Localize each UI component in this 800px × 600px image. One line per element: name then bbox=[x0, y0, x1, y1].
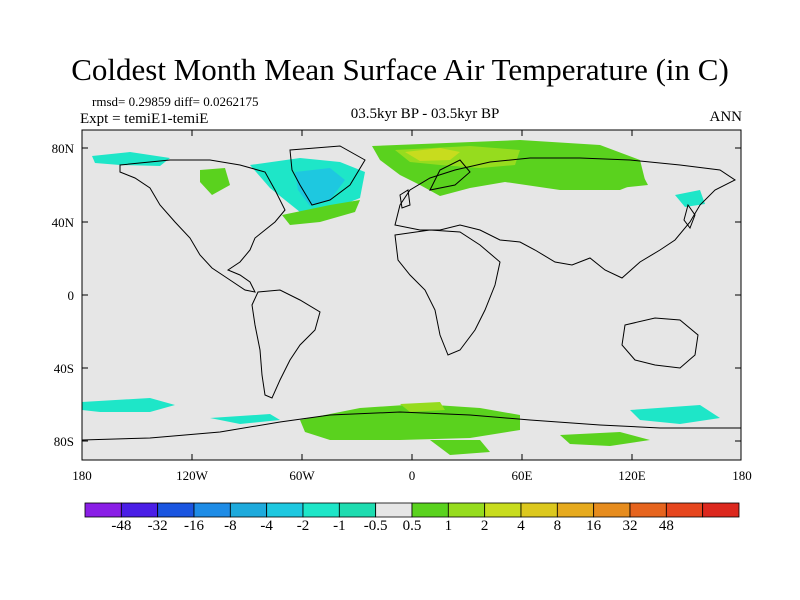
colorbar bbox=[84, 502, 740, 518]
colorbar-swatch bbox=[665, 502, 704, 518]
colorbar-swatch bbox=[120, 502, 159, 518]
experiment-label: Expt = temiE1-temiE bbox=[80, 111, 209, 127]
colorbar-swatch bbox=[84, 502, 122, 518]
lon-tick-120w: 120W bbox=[176, 468, 208, 483]
colorbar-swatch bbox=[302, 502, 340, 518]
anomaly-southern-atlantic bbox=[210, 414, 280, 424]
stats-label: rmsd= 0.29859 diff= 0.0262175 bbox=[92, 94, 259, 109]
coast-scandinavia bbox=[429, 159, 471, 191]
anomaly-weddell bbox=[430, 440, 490, 455]
anomaly-siberia-east bbox=[560, 168, 648, 190]
colorbar-label: -1 bbox=[333, 518, 346, 534]
lon-tick-0: 0 bbox=[408, 468, 416, 483]
anomaly-ross-sea bbox=[630, 405, 720, 424]
lat-tick-40s: 40S bbox=[53, 361, 74, 376]
colorbar-label: -0.5 bbox=[363, 518, 388, 534]
lon-tick-60e: 60E bbox=[511, 468, 533, 483]
colorbar-swatch bbox=[193, 502, 231, 518]
colorbar-label: 48 bbox=[658, 518, 674, 534]
anomaly-antarctica-east bbox=[560, 432, 650, 446]
colorbar-label: 1 bbox=[444, 518, 453, 534]
colorbar-label: 4 bbox=[517, 518, 525, 534]
colorbar-swatch bbox=[593, 502, 631, 518]
map-title: Coldest Month Mean Surface Air Temperatu… bbox=[71, 52, 729, 87]
coast-south-america bbox=[251, 289, 321, 399]
colorbar-swatch bbox=[157, 502, 195, 518]
colorbar-label: -2 bbox=[296, 518, 310, 534]
coast-uk bbox=[399, 189, 411, 209]
lat-tick-40n: 40N bbox=[51, 215, 74, 230]
coast-australia bbox=[621, 317, 699, 369]
lat-tick-80s: 80S bbox=[53, 434, 74, 449]
anomaly-japan bbox=[675, 190, 705, 207]
colorbar-swatch bbox=[229, 502, 268, 518]
coast-eurasia bbox=[394, 157, 736, 279]
anomaly-antarctica-green bbox=[300, 404, 520, 440]
colorbar-label: -32 bbox=[147, 518, 168, 534]
colorbar-label: 0.5 bbox=[402, 518, 422, 534]
colorbar-swatch bbox=[338, 502, 377, 518]
coastlines bbox=[82, 145, 741, 441]
lon-tick-60w: 60W bbox=[289, 468, 315, 483]
colorbar-label: 8 bbox=[553, 518, 562, 534]
anomaly-greenland bbox=[295, 168, 345, 206]
colorbar-label: -48 bbox=[111, 518, 132, 534]
colorbar-swatch bbox=[629, 502, 667, 518]
axis-ticks bbox=[82, 130, 741, 460]
coast-antarctica bbox=[82, 411, 741, 441]
anomaly-north-atlantic-green bbox=[282, 200, 360, 225]
anomaly-antarctica-yellow bbox=[400, 402, 445, 412]
lon-tick-180w: 180 bbox=[72, 468, 92, 483]
anomaly-bering bbox=[92, 152, 170, 166]
anomaly-scandinavia-orange bbox=[405, 148, 460, 161]
colorbar-label: -4 bbox=[260, 518, 273, 534]
colorbar-label: -8 bbox=[224, 518, 237, 534]
colorbar-label: 16 bbox=[586, 518, 602, 534]
anomaly-fields bbox=[82, 140, 720, 455]
coast-north-america bbox=[119, 159, 286, 293]
season-label: ANN bbox=[709, 109, 743, 125]
anomaly-southern-pacific bbox=[82, 398, 175, 412]
colorbar-swatch bbox=[375, 502, 413, 518]
colorbar-swatch bbox=[447, 502, 486, 518]
colorbar-swatch bbox=[556, 502, 595, 518]
coast-japan bbox=[683, 203, 696, 230]
colorbar-swatch bbox=[411, 502, 449, 518]
period-label: 03.5kyr BP - 03.5kyr BP bbox=[350, 106, 500, 122]
colorbar-swatch bbox=[266, 502, 304, 518]
lat-tick-0: 0 bbox=[67, 288, 75, 303]
lon-tick-120e: 120E bbox=[618, 468, 646, 483]
coast-africa bbox=[394, 229, 501, 356]
anomaly-canada-green bbox=[200, 168, 230, 195]
lat-tick-80n: 80N bbox=[51, 141, 74, 156]
colorbar-label: 2 bbox=[480, 518, 489, 534]
lon-tick-180e: 180 bbox=[732, 468, 752, 483]
colorbar-swatch bbox=[520, 502, 558, 518]
colorbar-label: 32 bbox=[622, 518, 638, 534]
coast-greenland bbox=[289, 145, 366, 206]
colorbar-swatch bbox=[702, 502, 740, 518]
colorbar-label: -16 bbox=[184, 518, 204, 534]
colorbar-swatch bbox=[484, 502, 522, 518]
